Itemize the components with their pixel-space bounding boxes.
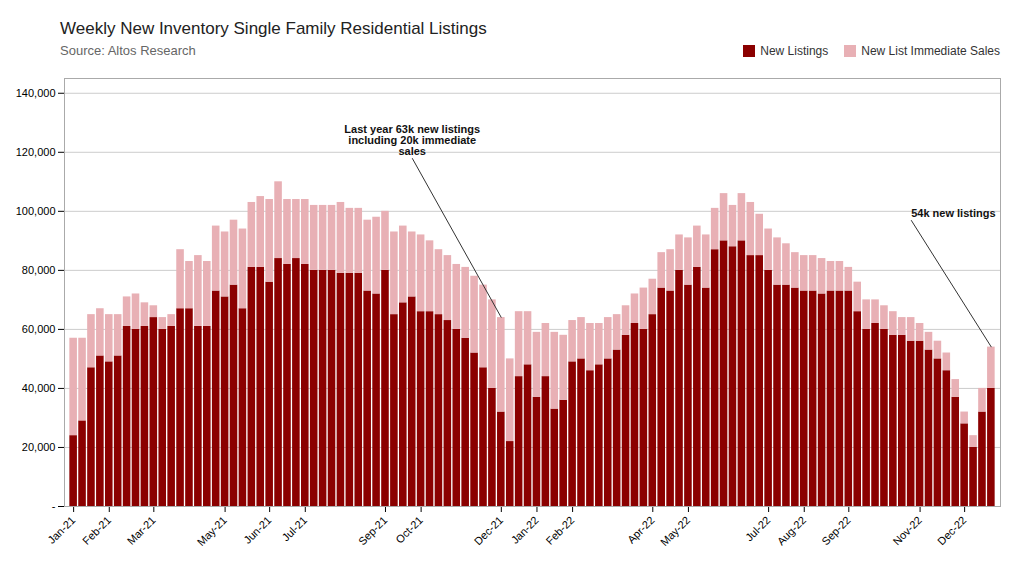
svg-text:60,000: 60,000	[22, 323, 56, 335]
svg-text:100,000: 100,000	[16, 205, 56, 217]
html-text:Source: Altos Research: Source: Altos Research	[60, 43, 196, 58]
svg-text:20,000: 20,000	[22, 441, 56, 453]
svg-text:Jul-22: Jul-22	[743, 514, 773, 544]
svg-text:Oct-21: Oct-21	[393, 514, 425, 546]
svg-text:Jan-22: Jan-22	[509, 514, 541, 546]
svg-text:Sep-21: Sep-21	[356, 514, 390, 548]
html-text:New Listings: New Listings	[760, 44, 829, 58]
svg-text:Jul-21: Jul-21	[280, 514, 310, 544]
svg-text:May-22: May-22	[658, 514, 692, 548]
html-text:New List Immediate Sales: New List Immediate Sales	[861, 44, 1000, 58]
svg-text:120,000: 120,000	[16, 146, 56, 158]
svg-text:140,000: 140,000	[16, 87, 56, 99]
svg-text:Apr-22: Apr-22	[625, 514, 657, 546]
svg-text:Jun-21: Jun-21	[241, 514, 273, 546]
svg-text:May-21: May-21	[195, 514, 229, 548]
svg-text:-: -	[52, 500, 56, 512]
svg-text:Mar-21: Mar-21	[125, 514, 158, 547]
svg-text:Sep-22: Sep-22	[819, 514, 853, 548]
svg-text:Dec-22: Dec-22	[935, 514, 969, 548]
svg-text:Feb-21: Feb-21	[80, 514, 113, 547]
svg-text:Aug-22: Aug-22	[775, 514, 809, 548]
svg-text:40,000: 40,000	[22, 382, 56, 394]
svg-text:Last year 63k new listingsincl: Last year 63k new listingsincluding 20k …	[344, 123, 480, 157]
svg-text:Jan-21: Jan-21	[45, 514, 77, 546]
html-text:Weekly New Inventory Single Fa: Weekly New Inventory Single Family Resid…	[60, 19, 487, 38]
svg-text:54k new listings: 54k new listings	[911, 207, 995, 219]
svg-text:80,000: 80,000	[22, 264, 56, 276]
svg-text:Dec-21: Dec-21	[472, 514, 506, 548]
svg-text:Feb-22: Feb-22	[543, 514, 576, 547]
svg-text:Nov-22: Nov-22	[890, 514, 924, 548]
